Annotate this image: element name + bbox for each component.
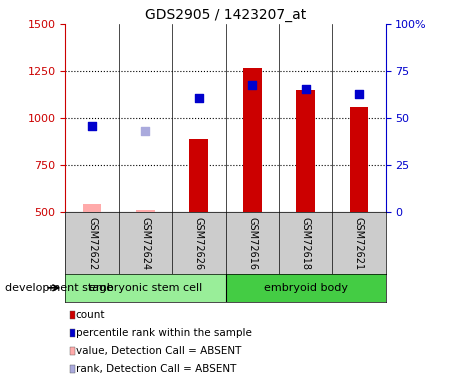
Text: GSM72626: GSM72626 — [194, 217, 204, 270]
Point — [355, 91, 363, 97]
Text: count: count — [76, 310, 106, 320]
Text: GSM72624: GSM72624 — [140, 217, 151, 270]
Point — [88, 123, 96, 129]
Text: rank, Detection Call = ABSENT: rank, Detection Call = ABSENT — [76, 364, 236, 374]
Bar — [65, 274, 226, 302]
Bar — [226, 274, 386, 302]
Point — [195, 94, 202, 100]
Text: value, Detection Call = ABSENT: value, Detection Call = ABSENT — [76, 346, 241, 356]
Point — [302, 86, 309, 92]
Bar — [189, 139, 208, 212]
Point — [142, 128, 149, 134]
Bar — [296, 90, 315, 212]
Text: GSM72622: GSM72622 — [87, 217, 97, 270]
Bar — [136, 210, 155, 212]
Bar — [243, 68, 262, 212]
Text: percentile rank within the sample: percentile rank within the sample — [76, 328, 252, 338]
Text: embryonic stem cell: embryonic stem cell — [89, 283, 202, 293]
Text: GSM72618: GSM72618 — [300, 217, 311, 270]
Text: embryoid body: embryoid body — [263, 283, 348, 293]
Bar — [83, 204, 101, 212]
Text: development stage: development stage — [5, 283, 113, 293]
Bar — [350, 107, 368, 212]
Text: GSM72616: GSM72616 — [247, 217, 257, 270]
Title: GDS2905 / 1423207_at: GDS2905 / 1423207_at — [145, 8, 306, 22]
Point — [249, 82, 256, 88]
Text: GSM72621: GSM72621 — [354, 217, 364, 270]
